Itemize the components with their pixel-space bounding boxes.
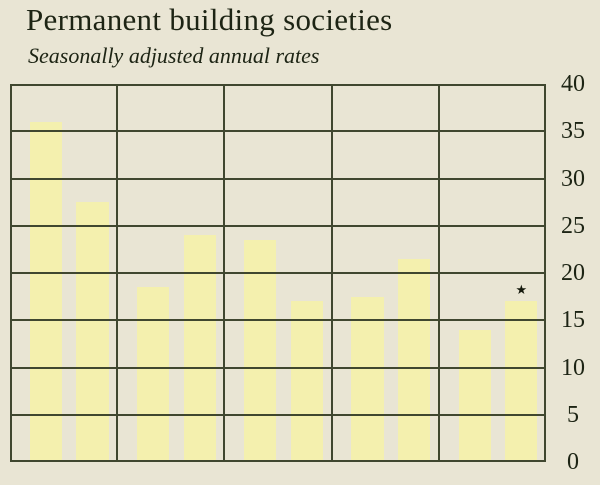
v-gridline: [438, 84, 440, 462]
v-gridline: [223, 84, 225, 462]
bar: [398, 258, 431, 462]
h-gridline: [10, 272, 546, 274]
v-gridline: [331, 84, 333, 462]
bar: [244, 239, 277, 462]
y-axis-tick-label: 25: [561, 212, 585, 239]
bar: [183, 235, 216, 462]
y-axis-tick-label: 40: [561, 71, 585, 97]
y-axis-tick-label: 15: [561, 307, 585, 334]
y-axis: 0 5 10 15 20 25 30 35 40: [548, 71, 598, 475]
y-axis-tick-label: 20: [561, 260, 585, 286]
y-axis-tick-label: 5: [567, 401, 579, 428]
h-gridline: [10, 84, 546, 86]
h-gridline: [10, 460, 546, 462]
bar: [290, 301, 324, 462]
v-gridline: [544, 84, 546, 462]
bar: [351, 296, 384, 462]
h-gridline: [10, 414, 546, 416]
h-gridline: [10, 367, 546, 369]
chart-subtitle: Seasonally adjusted annual rates: [28, 43, 320, 68]
bar: [137, 287, 170, 462]
y-axis-tick-label: 10: [561, 354, 585, 381]
bar: [505, 301, 538, 462]
bar: [29, 121, 62, 462]
y-axis-tick-label: 30: [561, 165, 585, 192]
star-annotation: ★: [515, 282, 528, 298]
y-axis-tick-label: 35: [561, 118, 585, 145]
y-axis-tick-label: 0: [567, 449, 579, 475]
bar: [458, 329, 491, 462]
bar: [76, 202, 109, 462]
plot-area: ★: [10, 84, 546, 462]
h-gridline: [10, 178, 546, 180]
h-gridline: [10, 319, 546, 321]
h-gridline: [10, 130, 546, 132]
v-gridline: [116, 84, 118, 462]
v-gridline: [10, 84, 12, 462]
h-gridline: [10, 225, 546, 227]
chart-title: Permanent building societies: [26, 2, 393, 37]
